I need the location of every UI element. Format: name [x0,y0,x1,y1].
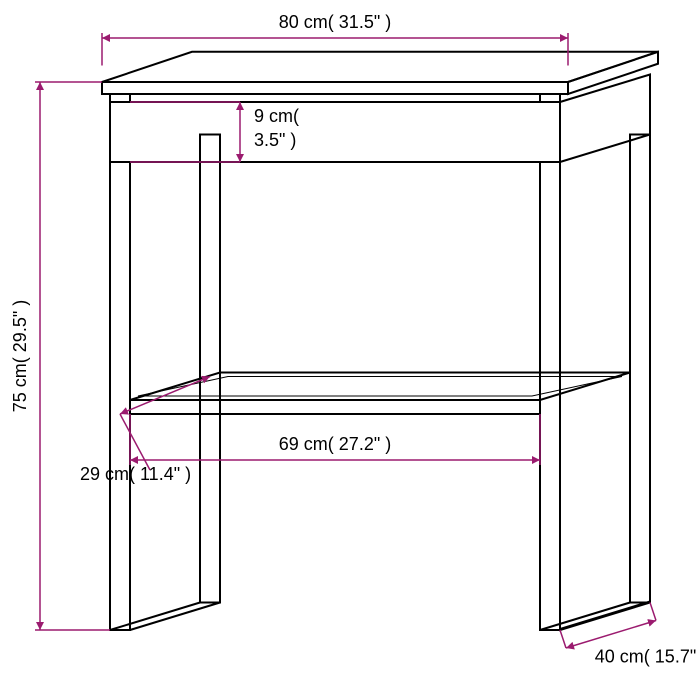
dimension-label: 69 cm( 27.2" ) [279,434,391,454]
dimension-label: 3.5" ) [254,130,296,150]
dimension-label: 40 cm( 15.7" ) [595,646,700,666]
dimension-label: 80 cm( 31.5" ) [279,12,391,32]
dimension-label: 75 cm( 29.5" ) [10,300,30,412]
dimension-label: 9 cm( [254,106,299,126]
dimension-label: 29 cm( 11.4" ) [80,464,191,484]
